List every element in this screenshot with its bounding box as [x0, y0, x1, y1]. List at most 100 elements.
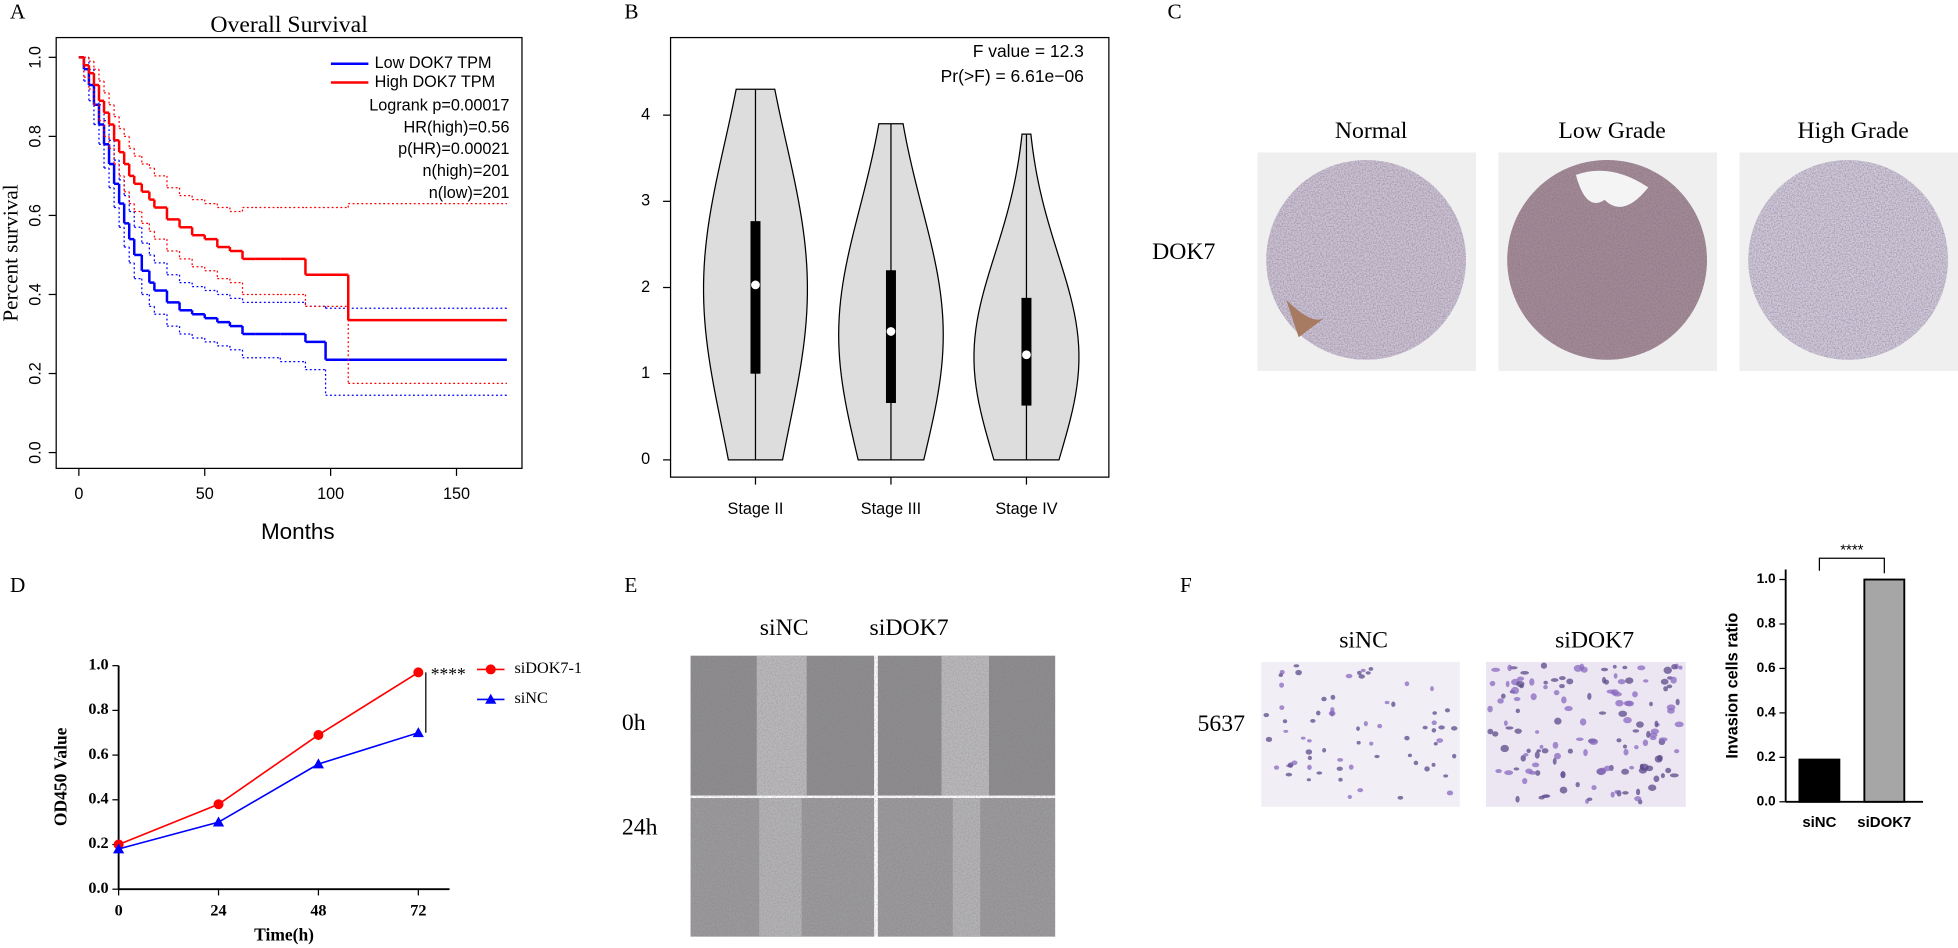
stained-cell — [1559, 676, 1566, 681]
stained-cell — [1615, 699, 1624, 707]
point — [113, 843, 125, 854]
stained-cell — [1307, 739, 1312, 743]
row-label: 24h — [622, 815, 658, 841]
stained-cell — [1432, 711, 1437, 715]
x-axis-label: Months — [261, 519, 335, 544]
series-line — [118, 731, 419, 850]
y-tick-label: 0 — [641, 450, 650, 468]
image — [1261, 661, 1460, 807]
stained-cell — [1430, 686, 1434, 692]
stained-cell — [1589, 738, 1599, 745]
stained-cell — [1413, 760, 1419, 766]
series-line — [118, 671, 419, 846]
ihc-images — [1257, 152, 1958, 371]
stained-cell — [1632, 729, 1640, 733]
stained-cell — [1616, 738, 1622, 743]
stained-cell — [1525, 768, 1533, 774]
stained-cell — [1564, 706, 1573, 712]
stained-cell — [1659, 737, 1668, 742]
column-label: siDOK7 — [870, 615, 949, 641]
y-tick-label: 0.4 — [26, 283, 44, 306]
stained-cell — [1643, 679, 1649, 683]
stained-cell — [1492, 731, 1499, 737]
stained-cell — [1576, 737, 1584, 741]
y-tick-label: 0.0 — [1757, 793, 1776, 808]
stained-cell — [1307, 755, 1312, 761]
stained-cell — [1543, 684, 1548, 690]
stain — [1286, 299, 1324, 338]
stained-cell — [1404, 681, 1410, 687]
stained-cell — [1666, 684, 1673, 689]
y-tick-label: 1.0 — [1757, 571, 1776, 586]
stained-cell — [1531, 762, 1540, 768]
bar — [1863, 578, 1906, 803]
annotation: F value = 12.3 — [973, 41, 1084, 61]
tissue-gap — [1575, 170, 1649, 207]
y-tick-label: 0.8 — [88, 700, 108, 718]
point — [485, 664, 496, 675]
y-tick-label: 0.2 — [26, 362, 44, 385]
x-tick-label: 0 — [74, 485, 83, 503]
legend-label: High DOK7 TPM — [375, 73, 495, 91]
stained-cell — [1648, 784, 1657, 792]
stained-cell — [1637, 665, 1646, 671]
scratch-images — [690, 655, 1056, 937]
tissue-texture — [1748, 159, 1949, 360]
x-tick-label: Stage III — [861, 500, 921, 518]
stained-cell — [1279, 705, 1285, 710]
y-tick-label: 1.0 — [26, 46, 44, 69]
stained-cell — [1452, 753, 1457, 759]
stained-cell — [1273, 765, 1280, 770]
panel-label: D — [10, 573, 25, 597]
stained-cell — [1612, 664, 1617, 669]
stained-cell — [1554, 717, 1562, 725]
x-tick-label: 24 — [210, 901, 226, 919]
stained-cell — [1541, 748, 1549, 754]
stained-cell — [1444, 708, 1451, 713]
stained-cell — [1407, 753, 1413, 758]
stained-cell — [1587, 692, 1592, 700]
stained-cell — [1356, 740, 1361, 745]
annotation: HR(high)=0.56 — [404, 118, 510, 136]
stained-cell — [1495, 768, 1502, 774]
stained-cell — [1653, 775, 1660, 783]
stained-cell — [1520, 754, 1526, 762]
stained-cell — [1520, 671, 1529, 675]
stained-cell — [1639, 763, 1644, 770]
annotation: **** — [1840, 542, 1863, 559]
stained-cell — [1446, 790, 1454, 796]
stained-cell — [1622, 665, 1628, 670]
stained-cell — [1670, 676, 1677, 684]
stained-cell — [1397, 795, 1404, 800]
stained-cell — [1505, 680, 1510, 688]
x-tick-label: Stage IV — [995, 500, 1057, 518]
stained-cell — [1513, 696, 1521, 702]
stained-cell — [1505, 726, 1514, 730]
stained-cell — [1360, 668, 1366, 673]
stained-cell — [1600, 667, 1609, 672]
stained-cell — [1391, 701, 1396, 707]
stained-cell — [1663, 666, 1672, 674]
chart-title: Overall Survival — [210, 12, 368, 38]
stained-cell — [1560, 771, 1566, 779]
x-tick-label: siNC — [1802, 814, 1836, 831]
stained-cell — [1535, 730, 1540, 734]
panel-label: A — [10, 0, 26, 24]
stained-cell — [1431, 762, 1436, 767]
stained-cell — [1310, 718, 1316, 723]
stained-cell — [1646, 730, 1651, 738]
point — [213, 799, 224, 810]
y-tick-label: 0.8 — [26, 125, 44, 148]
legend-label: siDOK7-1 — [514, 659, 582, 677]
annotation: Logrank p=0.00017 — [369, 97, 509, 115]
panel-label: B — [624, 0, 638, 24]
stained-cell — [1282, 719, 1288, 724]
column-label: siNC — [760, 615, 809, 641]
stained-cell — [1575, 781, 1580, 788]
stained-cell — [1618, 710, 1628, 717]
x-tick-label: 0 — [115, 901, 123, 919]
stained-cell — [1634, 796, 1642, 802]
stained-cell — [1663, 686, 1669, 692]
stained-cell — [1632, 691, 1638, 698]
